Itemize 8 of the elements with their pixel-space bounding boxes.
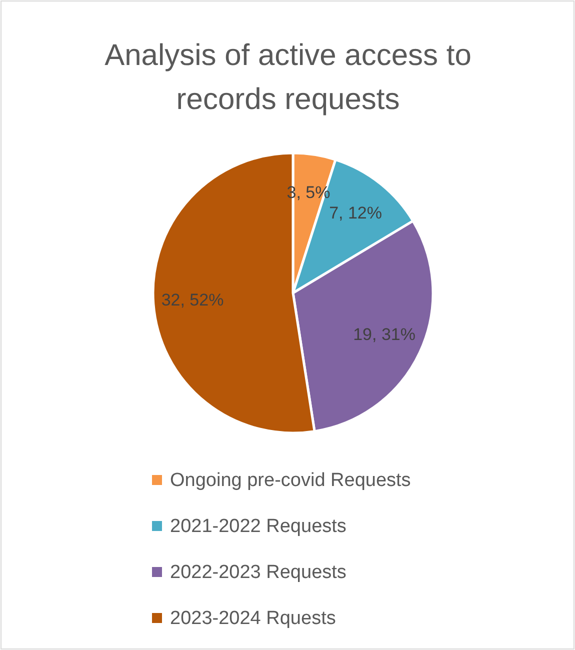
data-label: 7, 12% [329,203,382,222]
data-label: 19, 31% [353,325,416,344]
legend-label: Ongoing pre-covid Requests [170,470,411,492]
chart-title: Analysis of active access to records requests [104,39,472,116]
data-label: 32, 52% [161,290,224,310]
legend-label: 2022-2023 Requests [170,562,346,584]
legend-label: 2023-2024 Rquests [170,608,336,630]
legend-label: 2021-2022 Requests [170,516,346,538]
